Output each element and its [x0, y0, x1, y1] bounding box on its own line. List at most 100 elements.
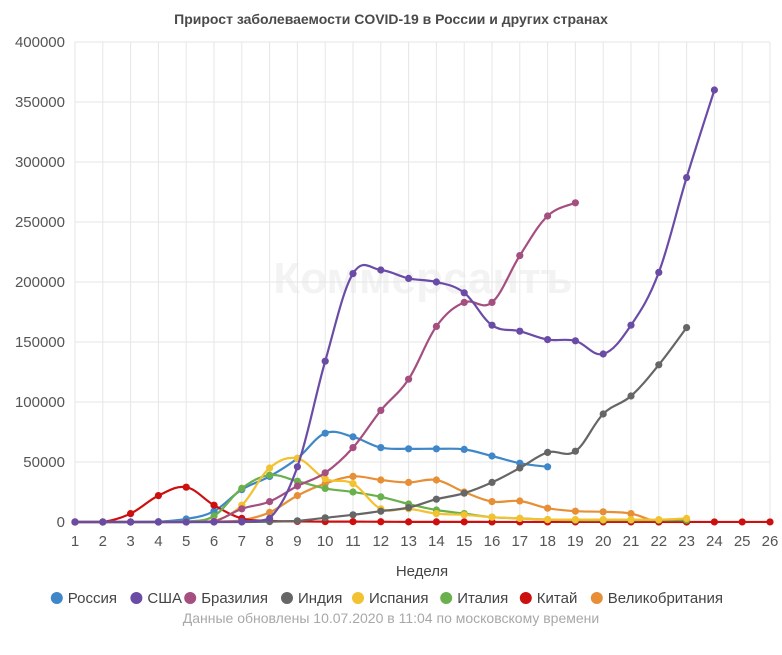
data-point	[627, 321, 635, 329]
data-point	[627, 392, 635, 400]
data-point	[432, 509, 440, 518]
x-tick-label: 3	[126, 533, 134, 550]
x-tick-label: 13	[400, 533, 417, 550]
data-point	[377, 406, 385, 414]
series-1	[71, 429, 552, 526]
x-tick-label: 15	[456, 533, 473, 550]
data-point	[293, 482, 301, 490]
data-point	[460, 511, 468, 519]
data-point	[655, 516, 663, 524]
data-point	[349, 511, 357, 519]
data-point	[266, 471, 274, 479]
data-point	[710, 86, 719, 94]
legend-marker	[184, 592, 197, 604]
series-2	[71, 86, 719, 526]
y-tick-label: 300000	[15, 154, 65, 171]
legend-item[interactable]: Индия	[281, 590, 342, 607]
data-point	[238, 484, 246, 492]
data-point	[460, 445, 468, 453]
data-point	[321, 429, 329, 437]
x-tick-label: 22	[650, 533, 667, 550]
legend-item[interactable]: Бразилия	[184, 590, 268, 607]
data-point	[460, 489, 468, 497]
x-tick-label: 20	[595, 533, 612, 550]
data-point	[99, 518, 107, 526]
legend-item[interactable]: Италия	[440, 590, 508, 607]
x-tick-label: 19	[567, 533, 584, 550]
data-point	[405, 504, 413, 512]
legend-label: Италия	[457, 590, 508, 607]
data-point	[127, 518, 135, 526]
data-point	[683, 174, 691, 182]
data-point	[488, 498, 496, 506]
data-point	[349, 444, 357, 452]
data-point	[349, 433, 357, 441]
series-line	[73, 88, 716, 524]
data-point	[293, 463, 301, 471]
data-point	[655, 361, 663, 369]
data-point	[405, 375, 413, 383]
data-point	[321, 469, 329, 477]
data-point	[210, 512, 218, 520]
x-tick-label: 26	[762, 533, 779, 550]
data-point	[683, 324, 691, 332]
data-point	[432, 278, 440, 286]
data-point	[627, 516, 635, 524]
x-tick-label: 4	[154, 533, 162, 550]
y-tick-label: 100000	[15, 394, 65, 411]
legend-marker	[281, 592, 293, 604]
legend-item[interactable]: Великобритания	[590, 590, 723, 607]
x-tick-label: 11	[345, 533, 361, 550]
data-point	[488, 298, 496, 306]
x-tick-label: 25	[734, 533, 751, 550]
data-point	[460, 518, 468, 526]
data-point	[488, 321, 496, 329]
data-point	[683, 514, 691, 523]
footnote: Данные обновлены 10.07.2020 в 11:04 по м…	[183, 610, 599, 626]
data-point	[377, 266, 385, 274]
legend-item[interactable]: Китай	[519, 590, 578, 607]
data-point	[627, 509, 635, 518]
data-point	[432, 322, 440, 330]
x-tick-label: 1	[71, 533, 79, 550]
y-tick-label: 400000	[15, 34, 65, 51]
data-point	[571, 337, 580, 345]
data-point	[182, 518, 190, 526]
data-point	[321, 484, 329, 492]
data-point	[405, 445, 413, 453]
data-point	[266, 464, 274, 472]
x-tick-label: 12	[372, 533, 389, 550]
data-point	[544, 336, 552, 344]
legend-item[interactable]: США	[130, 590, 182, 607]
legend-marker	[590, 592, 603, 604]
legend-label: Китай	[537, 590, 578, 607]
data-point	[516, 327, 524, 335]
x-tick-label: 10	[317, 533, 334, 550]
data-point	[544, 448, 552, 456]
data-point	[266, 514, 274, 523]
data-point	[377, 493, 385, 501]
x-tick-label: 24	[706, 533, 723, 550]
data-point	[405, 478, 413, 486]
legend[interactable]: Россия США Бразилия Индия Испания Италия Китай…	[50, 590, 723, 607]
data-point	[432, 518, 440, 526]
data-point	[488, 452, 496, 460]
data-point	[377, 518, 385, 526]
data-point	[599, 516, 607, 524]
data-point	[599, 508, 607, 516]
x-tick-label: 9	[293, 533, 301, 550]
data-point	[571, 447, 580, 455]
x-tick-label: 2	[99, 533, 107, 550]
data-point	[349, 472, 357, 480]
y-tick-label: 250000	[15, 214, 65, 231]
data-point	[599, 410, 607, 418]
legend-item[interactable]: Россия	[50, 590, 117, 607]
x-tick-label: 21	[623, 533, 640, 550]
data-point	[516, 252, 524, 260]
legend-item[interactable]: Испания	[352, 590, 429, 607]
data-point	[544, 516, 552, 524]
legend-marker	[130, 592, 143, 604]
data-point	[599, 350, 607, 358]
